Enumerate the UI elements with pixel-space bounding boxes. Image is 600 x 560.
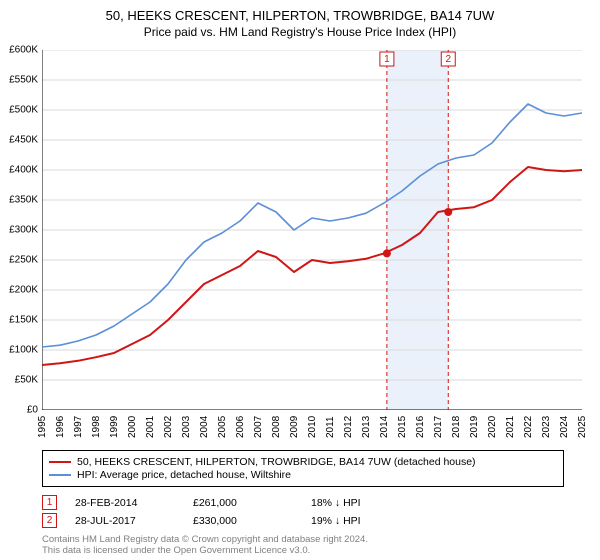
transaction-row-2: 2 28-JUL-2017 £330,000 19% ↓ HPI (42, 513, 564, 528)
legend-swatch-1 (49, 461, 71, 463)
chart-container: 50, HEEKS CRESCENT, HILPERTON, TROWBRIDG… (0, 0, 600, 560)
chart-title: 50, HEEKS CRESCENT, HILPERTON, TROWBRIDG… (0, 8, 600, 23)
y-axis-labels: £0£50K£100K£150K£200K£250K£300K£350K£400… (0, 50, 40, 410)
x-tick-label: 2007 (253, 416, 264, 438)
y-tick-label: £600K (9, 45, 38, 56)
x-tick-label: 2018 (451, 416, 462, 438)
x-tick-label: 2025 (577, 416, 588, 438)
x-tick-label: 2019 (469, 416, 480, 438)
legend-row-1: 50, HEEKS CRESCENT, HILPERTON, TROWBRIDG… (49, 456, 557, 468)
x-tick-label: 1999 (109, 416, 120, 438)
x-tick-label: 1995 (37, 416, 48, 438)
y-tick-label: £500K (9, 105, 38, 116)
transaction-delta-2: 19% ↓ HPI (311, 515, 411, 527)
x-tick-label: 2022 (523, 416, 534, 438)
x-tick-label: 2005 (217, 416, 228, 438)
y-tick-label: £550K (9, 75, 38, 86)
y-tick-label: £350K (9, 195, 38, 206)
x-tick-label: 2002 (163, 416, 174, 438)
x-tick-label: 2000 (127, 416, 138, 438)
chart-area: 12 (42, 50, 582, 410)
x-tick-label: 2017 (433, 416, 444, 438)
x-tick-label: 2008 (271, 416, 282, 438)
x-tick-label: 2013 (361, 416, 372, 438)
y-tick-label: £50K (15, 375, 38, 386)
title-block: 50, HEEKS CRESCENT, HILPERTON, TROWBRIDG… (0, 0, 600, 39)
legend-swatch-2 (49, 474, 71, 476)
x-tick-label: 2020 (487, 416, 498, 438)
x-tick-label: 1997 (73, 416, 84, 438)
x-tick-label: 2001 (145, 416, 156, 438)
chart-subtitle: Price paid vs. HM Land Registry's House … (0, 25, 600, 39)
transactions-block: 1 28-FEB-2014 £261,000 18% ↓ HPI 2 28-JU… (42, 492, 564, 531)
x-tick-label: 2016 (415, 416, 426, 438)
transaction-badge-1: 1 (42, 495, 57, 510)
y-tick-label: £0 (27, 405, 38, 416)
transaction-price-1: £261,000 (193, 497, 293, 509)
y-tick-label: £250K (9, 255, 38, 266)
footer-note: Contains HM Land Registry data © Crown c… (42, 534, 564, 557)
x-axis-labels: 1995199619971998199920002001200220032004… (42, 410, 582, 446)
transaction-delta-1: 18% ↓ HPI (311, 497, 411, 509)
x-tick-label: 2009 (289, 416, 300, 438)
y-tick-label: £450K (9, 135, 38, 146)
transaction-date-1: 28-FEB-2014 (75, 497, 175, 509)
x-tick-label: 2014 (379, 416, 390, 438)
y-tick-label: £150K (9, 315, 38, 326)
x-tick-label: 2024 (559, 416, 570, 438)
x-tick-label: 2011 (325, 416, 336, 438)
y-tick-label: £300K (9, 225, 38, 236)
legend-label-1: 50, HEEKS CRESCENT, HILPERTON, TROWBRIDG… (77, 456, 476, 468)
svg-text:1: 1 (384, 54, 390, 65)
y-tick-label: £100K (9, 345, 38, 356)
plot-svg: 12 (42, 50, 582, 410)
footer-line-1: Contains HM Land Registry data © Crown c… (42, 534, 564, 545)
transaction-price-2: £330,000 (193, 515, 293, 527)
x-tick-label: 2004 (199, 416, 210, 438)
x-tick-label: 2021 (505, 416, 516, 438)
x-tick-label: 2012 (343, 416, 354, 438)
legend-row-2: HPI: Average price, detached house, Wilt… (49, 469, 557, 481)
svg-text:2: 2 (445, 54, 451, 65)
x-tick-label: 2006 (235, 416, 246, 438)
x-tick-label: 2015 (397, 416, 408, 438)
transaction-row-1: 1 28-FEB-2014 £261,000 18% ↓ HPI (42, 495, 564, 510)
footer-line-2: This data is licensed under the Open Gov… (42, 545, 564, 556)
y-tick-label: £200K (9, 285, 38, 296)
y-tick-label: £400K (9, 165, 38, 176)
legend-box: 50, HEEKS CRESCENT, HILPERTON, TROWBRIDG… (42, 450, 564, 487)
legend-label-2: HPI: Average price, detached house, Wilt… (77, 469, 291, 481)
transaction-date-2: 28-JUL-2017 (75, 515, 175, 527)
x-tick-label: 2023 (541, 416, 552, 438)
x-tick-label: 1996 (55, 416, 66, 438)
x-tick-label: 1998 (91, 416, 102, 438)
x-tick-label: 2010 (307, 416, 318, 438)
x-tick-label: 2003 (181, 416, 192, 438)
transaction-badge-2: 2 (42, 513, 57, 528)
